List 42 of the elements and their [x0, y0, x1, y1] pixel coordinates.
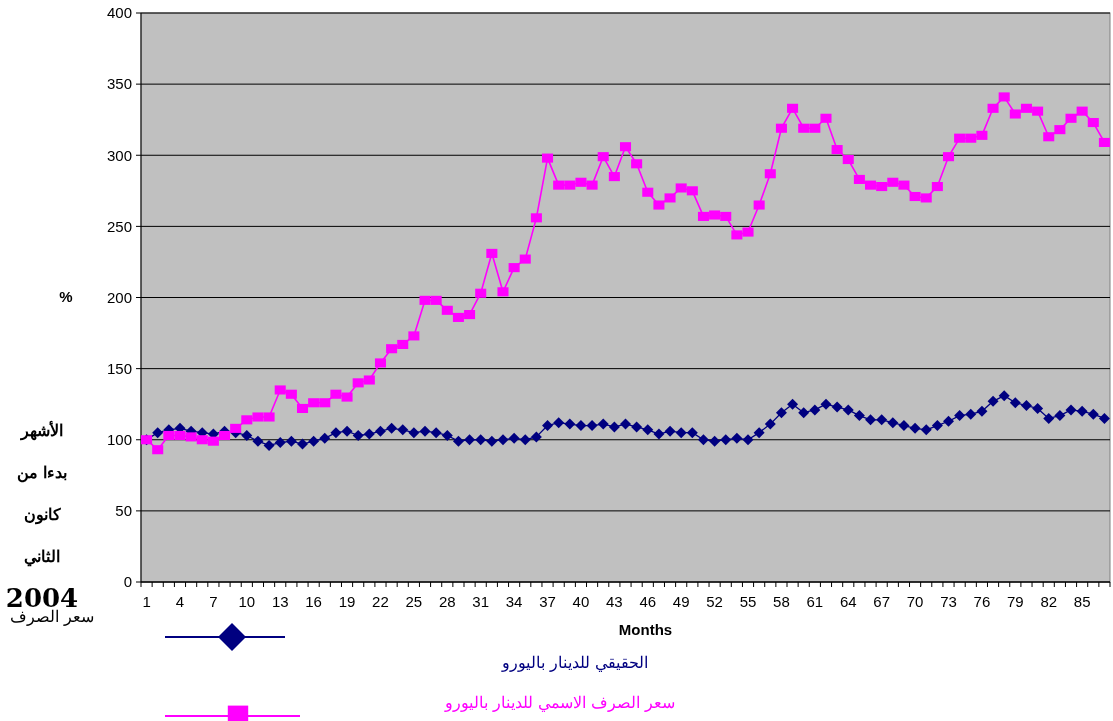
x-tick-label: 49	[672, 593, 690, 610]
y-tick-label: 400	[106, 4, 132, 22]
y-axis-title: %	[59, 288, 73, 306]
y-tick-label: 350	[106, 75, 132, 93]
y-tick-label: 250	[106, 217, 132, 235]
y-tick-label: 150	[106, 359, 132, 377]
text: سعر الصرف الاسمي للدينار باليورو	[443, 693, 676, 712]
x-tick-label: 67	[873, 593, 891, 610]
x-tick-label: 7	[209, 593, 218, 610]
y-tick-label: 100	[106, 431, 132, 448]
text: الحقيقي للدينار باليورو	[500, 653, 649, 672]
x-tick-label: 73	[940, 593, 957, 610]
x-tick-label: 70	[906, 593, 924, 610]
x-tick-label: 1	[142, 593, 151, 610]
x-tick-label: 31	[472, 593, 490, 610]
x-tick-label: 22	[372, 593, 389, 610]
x-tick-label: 10	[238, 593, 256, 610]
x-tick-label: 82	[1040, 593, 1058, 610]
x-tick-label: 85	[1073, 593, 1091, 610]
x-tick-label: 64	[839, 593, 857, 610]
x-tick-label: 25	[405, 593, 423, 610]
x-tick-label: 34	[505, 593, 523, 610]
x-tick-label: 4	[175, 593, 185, 610]
x-tick-label: 43	[606, 593, 623, 610]
x-tick-label: 19	[338, 593, 356, 610]
y-tick-label: 300	[106, 146, 132, 164]
x-tick-label: 46	[639, 593, 657, 610]
x-tick-label: 76	[973, 593, 991, 610]
x-tick-label: 58	[773, 593, 790, 610]
x-tick-label: 40	[572, 593, 590, 610]
y-tick-label: 50	[115, 502, 132, 520]
x-tick-label: 55	[739, 593, 757, 610]
x-tick-label: 28	[438, 593, 456, 610]
x-tick-label: 13	[271, 593, 289, 610]
x-axis-title: Months	[618, 621, 673, 638]
x-tick-label: 79	[1006, 593, 1024, 610]
y-tick-label: 0	[123, 573, 132, 591]
x-tick-label: 37	[539, 593, 556, 610]
x-tick-label: 16	[305, 593, 322, 610]
x-tick-label: 61	[806, 593, 824, 610]
x-tick-label: 52	[706, 593, 723, 610]
y-tick-label: 200	[106, 288, 132, 306]
